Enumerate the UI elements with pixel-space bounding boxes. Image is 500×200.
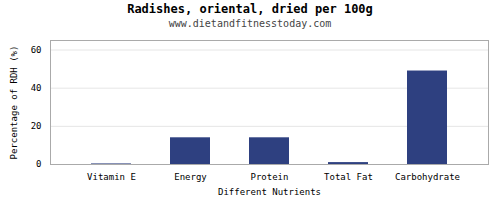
html-text:Radishes, oriental, dried per: Radishes, oriental, dried per 100g [127,2,373,16]
svg-text:20: 20 [31,121,42,131]
svg-text:Total Fat: Total Fat [324,172,373,182]
svg-text:Percentage of RDH (%): Percentage of RDH (%) [9,46,19,160]
svg-text:Energy: Energy [174,172,207,182]
svg-text:Carbohydrate: Carbohydrate [395,172,460,182]
svg-text:Different Nutrients: Different Nutrients [218,187,321,197]
svg-text:Protein: Protein [251,172,289,182]
svg-text:Vitamin E: Vitamin E [87,172,136,182]
svg-text:60: 60 [31,45,42,55]
html-text:www.dietandfitnesstoday.com: www.dietandfitnesstoday.com [168,18,332,29]
svg-text:0: 0 [36,159,41,169]
svg-text:40: 40 [31,83,42,93]
